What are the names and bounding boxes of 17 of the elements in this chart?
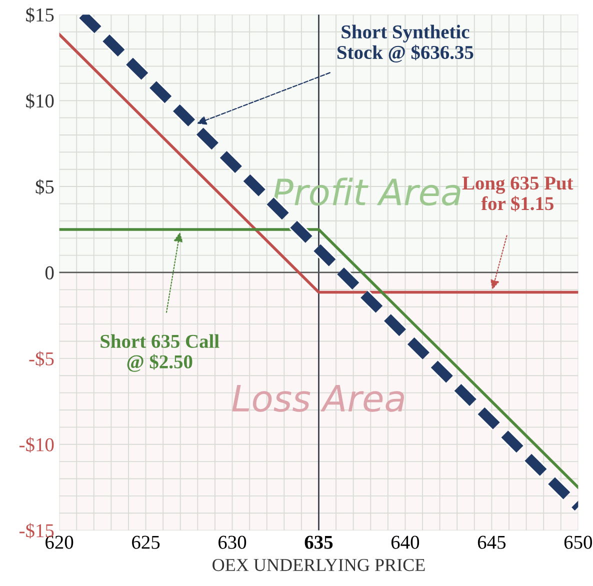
x-tick-label: 635 — [304, 536, 333, 549]
x-tick-label: 630 — [218, 536, 246, 549]
x-tick-label: 640 — [391, 536, 420, 549]
annotation: Short Synthetic Stock @ $636.35 — [338, 24, 474, 63]
band-label: Loss Area — [232, 385, 404, 412]
y-tick-label: $15 — [26, 7, 54, 23]
y-tick-label: -$5 — [29, 351, 54, 367]
x-tick-label: 645 — [478, 536, 506, 549]
x-axis-title: OEX UNDERLYING PRICE — [212, 558, 425, 572]
x-tick-label: 625 — [132, 536, 160, 549]
x-tick-label: 650 — [564, 536, 592, 549]
y-tick-label: -$10 — [20, 437, 54, 453]
y-tick-label: 0 — [45, 266, 54, 280]
y-tick-label: $10 — [26, 93, 54, 109]
y-tick-label: $5 — [36, 179, 54, 195]
annotation: Short 635 Call @ $2.50 — [100, 334, 220, 372]
annotation: Long 635 Put for $1.15 — [462, 176, 574, 212]
